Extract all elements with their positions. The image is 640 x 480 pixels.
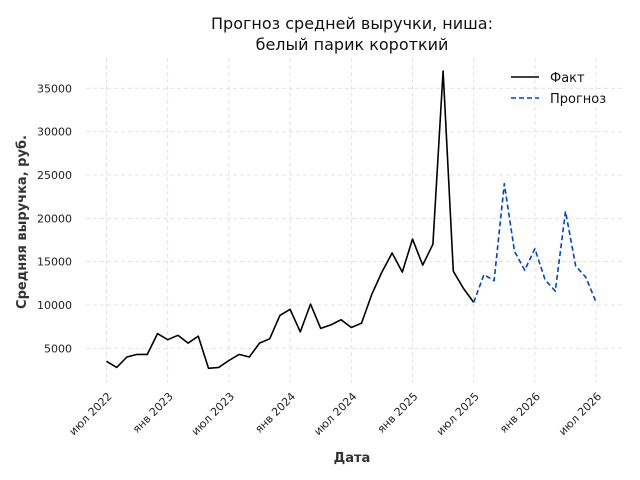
y-tick-label: 25000 <box>37 169 72 182</box>
series-lines <box>106 70 597 370</box>
y-tick-label: 10000 <box>37 299 72 312</box>
x-axis-label: Дата <box>334 451 371 466</box>
series-line-fact <box>106 70 475 370</box>
legend: Факт Прогноз <box>511 71 606 107</box>
x-tick-label: янв 2026 <box>497 390 543 436</box>
x-tick-label: июл 2022 <box>67 390 115 438</box>
y-tick-label: 35000 <box>37 82 72 95</box>
legend-label-forecast: Прогноз <box>550 92 606 107</box>
y-axis-label: Средняя выручка, руб. <box>15 135 30 309</box>
x-tick-label: янв 2023 <box>130 390 176 436</box>
y-axis-ticks: 5000 10000 15000 20000 25000 30000 35000 <box>37 82 72 355</box>
x-tick-label: янв 2025 <box>375 390 421 436</box>
chart-title-line-2: белый парик короткий <box>256 35 449 54</box>
legend-label-fact: Факт <box>550 71 585 86</box>
x-tick-label: июл 2026 <box>556 390 604 438</box>
x-tick-label: июл 2025 <box>434 390 482 438</box>
x-tick-label: июл 2024 <box>311 390 359 438</box>
y-tick-label: 20000 <box>37 212 72 225</box>
chart-title-line-1: Прогноз средней выручки, ниша: <box>211 14 493 33</box>
y-tick-label: 30000 <box>37 126 72 139</box>
x-tick-label: июл 2023 <box>189 390 237 438</box>
y-tick-label: 15000 <box>37 256 72 269</box>
x-axis-ticks: июл 2022 янв 2023 июл 2023 янв 2024 июл 2024… <box>67 390 605 438</box>
y-tick-label: 5000 <box>44 342 72 355</box>
x-tick-label: янв 2024 <box>252 390 298 436</box>
series-line-forecast <box>472 182 597 303</box>
grid <box>86 58 622 383</box>
